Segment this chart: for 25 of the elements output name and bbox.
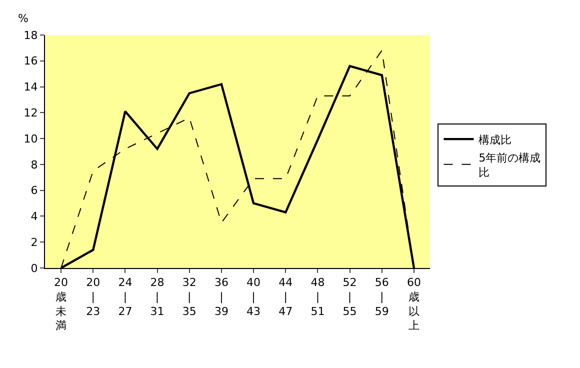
y-tick-label: 4 — [30, 210, 38, 224]
y-tick-label: 12 — [24, 106, 38, 120]
x-tick-label: 24 | 27 — [118, 276, 132, 318]
y-tick-label: 10 — [24, 132, 38, 146]
y-tick-label: 16 — [24, 54, 38, 68]
y-tick-label: 2 — [30, 236, 38, 249]
y-tick-label: 6 — [30, 184, 38, 198]
x-tick-label: 20 | 23 — [86, 276, 100, 318]
x-tick-label: 32 | 35 — [182, 276, 196, 318]
x-tick-label: 44 | 47 — [278, 276, 293, 318]
x-tick-label: 28 | 31 — [150, 276, 164, 318]
legend-label: 構成比 — [478, 133, 512, 146]
x-tick-label: 40 | 43 — [246, 276, 261, 318]
y-tick-label: 14 — [24, 80, 38, 94]
y-axis-title: % — [18, 12, 28, 25]
x-tick-label: 52 | 55 — [342, 276, 357, 318]
x-tick-label: 48 | 51 — [310, 276, 325, 318]
y-tick-label: 0 — [30, 262, 38, 275]
x-tick-label: 56 | 59 — [374, 276, 389, 318]
x-tick-label: 20歳未満 — [54, 276, 68, 332]
legend-label: 5年前の構成比 — [478, 151, 541, 179]
y-tick-label: 8 — [30, 158, 38, 172]
y-tick-label: 18 — [24, 28, 38, 42]
x-tick-label: 36 | 39 — [214, 276, 228, 318]
x-tick-label: 60歳以上 — [406, 276, 421, 332]
